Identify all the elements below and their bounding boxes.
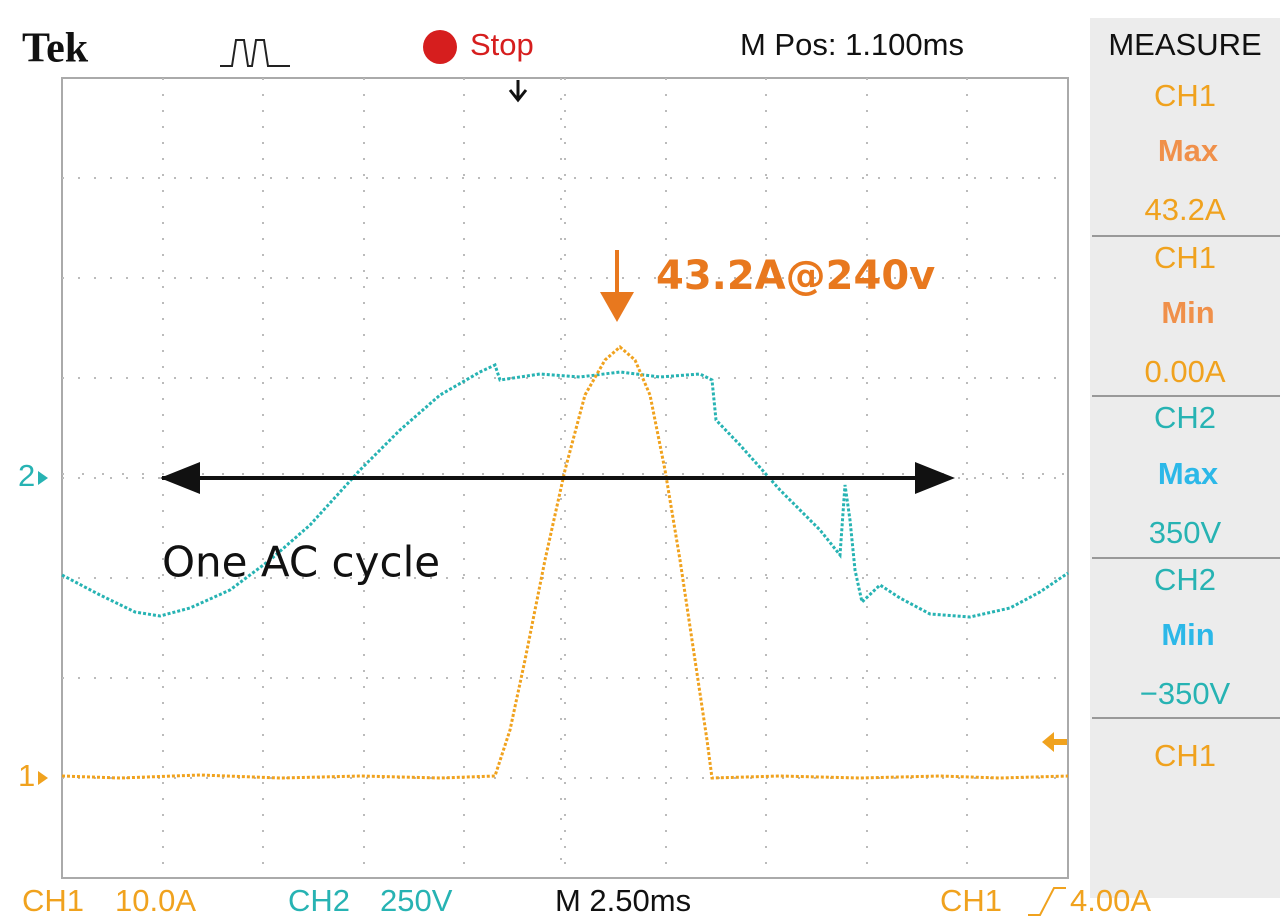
- cycle-arrow-right: [915, 462, 955, 494]
- ch1-marker: 1: [18, 758, 35, 793]
- trigger-position-arrow: [508, 80, 528, 103]
- measure-panel: MEASURE CH1 Max 43.2A CH1 Min 0.00A CH2 …: [1090, 18, 1280, 898]
- trigger-level-bar: [1053, 739, 1067, 745]
- trigger-source: CH1: [1154, 738, 1216, 773]
- measure-channel: CH2: [1154, 400, 1216, 435]
- brand: Tek: [22, 26, 89, 72]
- panel-dividers: [1092, 235, 1280, 719]
- trigger-level: 4.00A: [1070, 883, 1151, 918]
- run-status: Stop: [470, 27, 534, 62]
- peak-arrow-head: [600, 292, 634, 322]
- panel-background: [1090, 18, 1280, 898]
- trigger-icon: [220, 39, 290, 67]
- measure-title: MEASURE: [1108, 27, 1261, 62]
- ch1-scale: 10.0A: [115, 883, 196, 918]
- timebase: M 2.50ms: [555, 883, 691, 918]
- ch1-label: CH1: [22, 883, 84, 918]
- measure-value: 0.00A: [1144, 354, 1225, 389]
- measure-stat: Max: [1158, 456, 1219, 491]
- ch1-trace: [61, 345, 1069, 780]
- measure-value: 350V: [1149, 515, 1222, 550]
- cycle-label: One AC cycle: [162, 538, 440, 587]
- measure-channel: CH1: [1154, 240, 1216, 275]
- measure-value: −350V: [1140, 676, 1231, 711]
- ch2-scale: 250V: [380, 883, 453, 918]
- position: M Pos: 1.100ms: [740, 27, 964, 62]
- measure-channel: CH1: [1154, 78, 1216, 113]
- ch2-marker: 2: [18, 458, 35, 493]
- trigger-slope: [1028, 887, 1066, 916]
- measure-stat: Max: [1158, 133, 1219, 168]
- cycle-arrow-left: [160, 462, 200, 494]
- stop-icon: [423, 30, 457, 64]
- measure-channel: CH2: [1154, 562, 1216, 597]
- ch2-label: CH2: [288, 883, 350, 918]
- ch1-marker-arrow: [38, 771, 48, 785]
- measure-stat: Min: [1161, 617, 1214, 652]
- trigger-level-arrow: [1042, 732, 1054, 752]
- ch2-marker-arrow: [38, 471, 48, 485]
- peak-label: 43.2A@240v: [656, 253, 935, 299]
- measure-stat: Min: [1161, 295, 1214, 330]
- trigger-channel: CH1: [940, 883, 1002, 918]
- measure-value: 43.2A: [1144, 192, 1225, 227]
